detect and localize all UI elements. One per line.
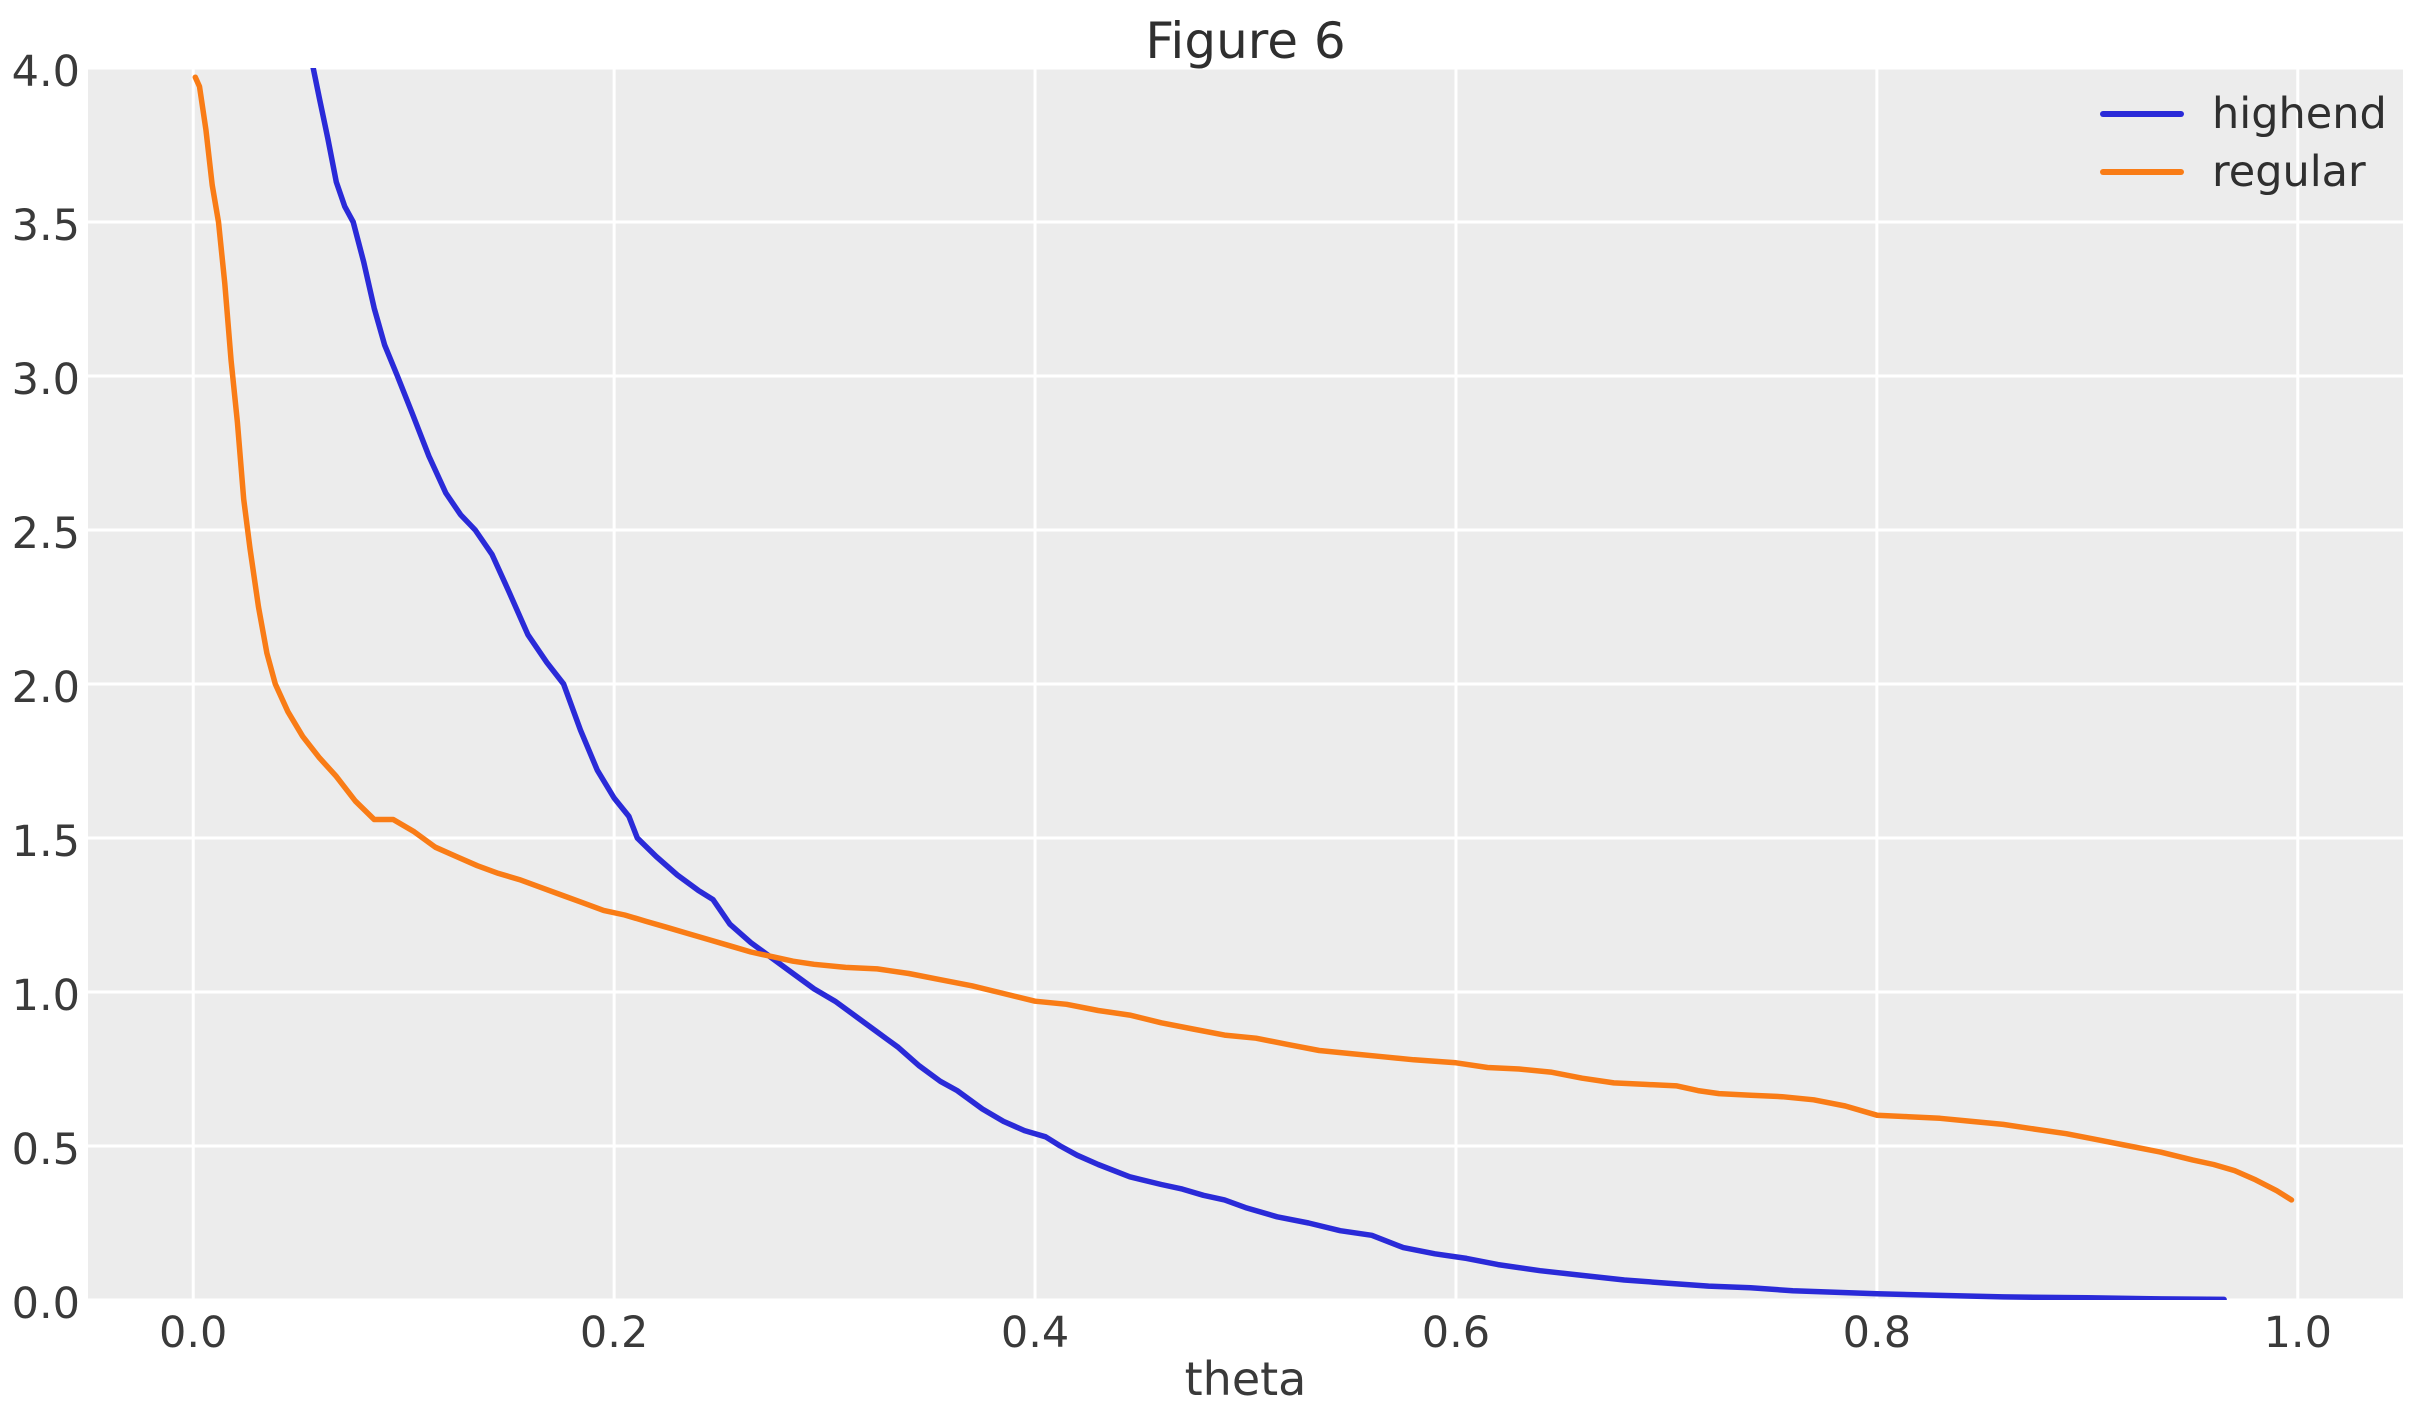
series-line-highend <box>310 68 2227 1300</box>
y-tick-label-2.0: 2.0 <box>11 663 80 713</box>
x-tick-label-0.0: 0.0 <box>159 1308 228 1358</box>
legend-label-highend: highend <box>2212 88 2387 139</box>
y-tick-label-1.5: 1.5 <box>11 817 80 867</box>
series-line-regular <box>192 74 2295 1203</box>
x-tick-label-0.6: 0.6 <box>1421 1308 1491 1358</box>
series-lines <box>192 68 2295 1300</box>
legend-line-sample-regular <box>2100 169 2184 175</box>
x-tick-label-0.8: 0.8 <box>1842 1308 1912 1358</box>
y-tick-label-0.5: 0.5 <box>11 1125 80 1175</box>
y-tick-label-3.0: 3.0 <box>11 355 80 405</box>
y-tick-label-2.5: 2.5 <box>11 509 80 559</box>
y-tick-label-3.5: 3.5 <box>11 201 80 251</box>
figure-title: Figure 6 <box>1145 12 1346 70</box>
legend-item-regular: regular <box>2100 150 2387 194</box>
legend-label-regular: regular <box>2212 146 2366 197</box>
legend-line-sample-highend <box>2100 111 2184 117</box>
y-tick-label-4.0: 4.0 <box>11 47 80 97</box>
y-tick-label-1.0: 1.0 <box>11 971 80 1021</box>
legend: highend regular <box>2100 92 2387 194</box>
y-tick-label-0.0: 0.0 <box>11 1279 80 1329</box>
x-tick-label-0.4: 0.4 <box>1000 1308 1070 1358</box>
x-axis-label: theta <box>1184 1352 1307 1406</box>
grid-lines <box>88 66 2403 1302</box>
x-tick-label-0.2: 0.2 <box>579 1308 649 1358</box>
legend-item-highend: highend <box>2100 92 2387 136</box>
x-tick-label-1.0: 1.0 <box>2263 1308 2332 1358</box>
